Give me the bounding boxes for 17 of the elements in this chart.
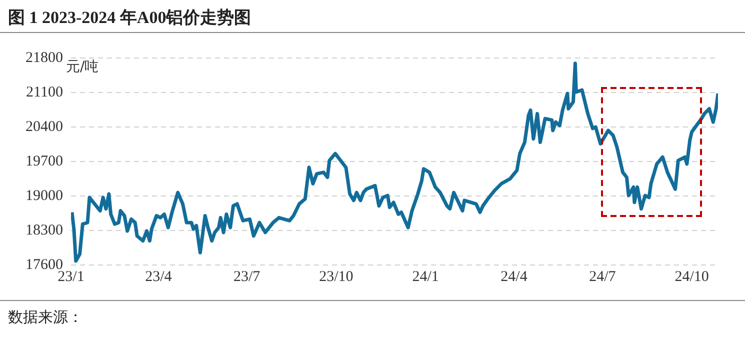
chart-title: 图 1 2023-2024 年A00铝价走势图 — [8, 7, 252, 29]
x-tick-label: 23/7 — [234, 268, 261, 285]
y-tick-label: 19000 — [26, 188, 63, 204]
y-tick-label: 19700 — [26, 153, 63, 170]
x-tick-label: 24/7 — [589, 268, 616, 285]
y-tick-label: 18300 — [26, 222, 63, 238]
x-tick-label: 23/10 — [319, 268, 354, 285]
source-note: 数据来源： — [8, 308, 83, 327]
x-tick-label: 23/4 — [145, 268, 172, 285]
x-tick-label: 23/1 — [58, 268, 84, 285]
x-tick-label: 24/4 — [500, 268, 528, 285]
y-axis-title: 元/吨 — [66, 58, 99, 76]
y-tick-label: 20400 — [26, 118, 63, 135]
y-tick-label: 21800 — [26, 50, 63, 66]
x-tick-label: 24/1 — [412, 268, 439, 285]
x-tick-label: 24/10 — [674, 268, 709, 285]
y-tick-label: 21100 — [26, 84, 63, 100]
